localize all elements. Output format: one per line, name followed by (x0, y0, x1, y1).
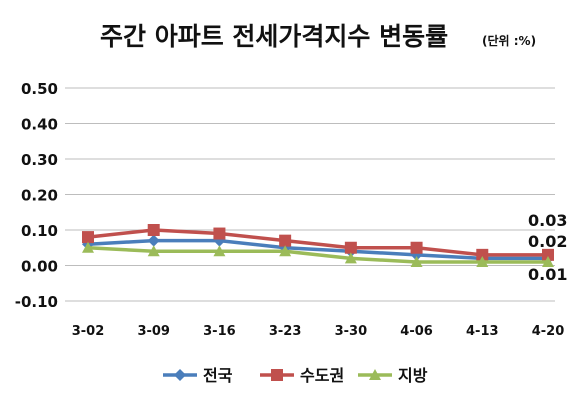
y-tick-label-6: -0.10 (15, 293, 58, 311)
x-axis-ticks: 3-02 3-09 3-16 3-23 3-30 4-06 4-13 4-20 (72, 324, 565, 339)
x-tick-label-1: 3-09 (137, 324, 170, 339)
point-s1-5 (410, 241, 423, 254)
series-1 (82, 224, 554, 261)
point-s1-0 (82, 231, 94, 244)
legend-marker-0 (174, 369, 186, 381)
point-s2-5 (410, 255, 423, 267)
y-axis-ticks: 0.50 0.40 0.30 0.20 0.10 0.00 -0.10 (15, 80, 58, 311)
end-label-regional: 0.01 (528, 265, 567, 284)
legend-label-2: 지방 (398, 366, 428, 385)
series-lines (82, 224, 554, 267)
point-s1-2 (213, 227, 226, 240)
legend-marker-1 (271, 369, 283, 381)
end-label-national: 0.02 (528, 232, 567, 251)
point-s2-3 (279, 245, 292, 257)
point-s1-3 (279, 234, 292, 247)
y-tick-label-3: 0.20 (21, 187, 58, 205)
y-tick-label-1: 0.40 (21, 116, 58, 134)
point-s1-6 (476, 248, 489, 261)
point-s1-7 (542, 248, 554, 261)
x-tick-label-4: 3-30 (335, 324, 368, 339)
x-tick-label-7: 4-20 (532, 324, 565, 339)
series-line-2 (87, 246, 548, 264)
point-s2-1 (147, 245, 160, 257)
x-tick-label-2: 3-16 (203, 324, 236, 339)
x-tick-label-5: 4-06 (400, 324, 433, 339)
series-2 (82, 241, 554, 267)
legend: 전국 수도권 지방 (163, 366, 428, 385)
point-s1-1 (147, 224, 160, 236)
legend-label-1: 수도권 (300, 366, 344, 385)
end-label-suido: 0.03 (528, 211, 567, 230)
y-tick-label-5: 0.00 (21, 258, 58, 276)
legend-marker-2 (369, 369, 381, 380)
point-s2-7 (542, 255, 554, 267)
x-tick-label-6: 4-13 (466, 324, 499, 339)
gridlines (65, 87, 555, 302)
point-s1-4 (344, 241, 357, 254)
y-tick-label-2: 0.30 (21, 151, 58, 169)
y-tick-label-0: 0.50 (21, 80, 58, 98)
point-s0-1 (147, 234, 160, 247)
series-line-0 (87, 238, 548, 261)
x-tick-label-3: 3-23 (269, 324, 302, 339)
series-line-1 (87, 228, 548, 257)
point-s2-6 (476, 255, 489, 267)
legend-label-0: 전국 (203, 366, 233, 385)
x-tick-label-0: 3-02 (72, 324, 105, 339)
point-s2-0 (82, 241, 94, 253)
chart-title: 주간 아파트 전세가격지수 변동률 (100, 22, 448, 51)
point-s2-4 (344, 252, 357, 264)
unit-note: (단위 :%) (482, 33, 536, 48)
y-tick-label-4: 0.10 (21, 222, 58, 240)
point-s2-2 (213, 245, 226, 257)
